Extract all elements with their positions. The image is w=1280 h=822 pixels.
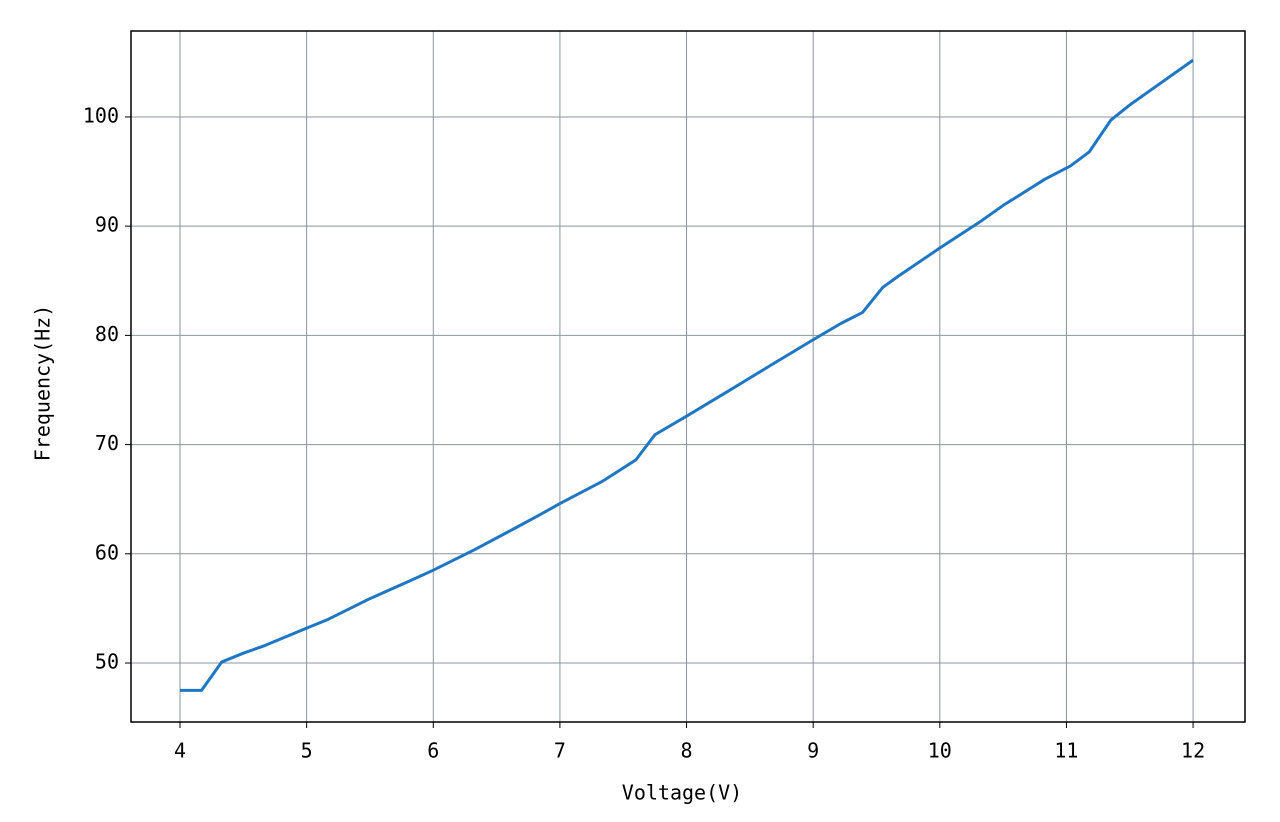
y-tick-label: 50 — [95, 650, 119, 674]
x-tick-label: 5 — [301, 739, 313, 763]
x-tick-label: 6 — [427, 739, 439, 763]
x-tick-label: 8 — [681, 739, 693, 763]
y-axis-label: Frequency(Hz) — [31, 305, 55, 462]
x-tick-label: 9 — [807, 739, 819, 763]
x-tick-label: 7 — [554, 739, 566, 763]
x-tick-label: 10 — [928, 739, 952, 763]
x-tick-label: 12 — [1181, 739, 1205, 763]
y-tick-label: 80 — [95, 322, 119, 346]
y-tick-label: 90 — [95, 213, 119, 237]
y-tick-label: 60 — [95, 540, 119, 564]
x-tick-label: 11 — [1054, 739, 1078, 763]
y-tick-label: 70 — [95, 431, 119, 455]
y-tick-label: 100 — [83, 103, 119, 127]
plot-frame — [130, 30, 1246, 723]
data-line — [180, 58, 1194, 692]
x-axis-label: Voltage(V) — [622, 781, 742, 805]
x-tick-label: 4 — [174, 739, 186, 763]
